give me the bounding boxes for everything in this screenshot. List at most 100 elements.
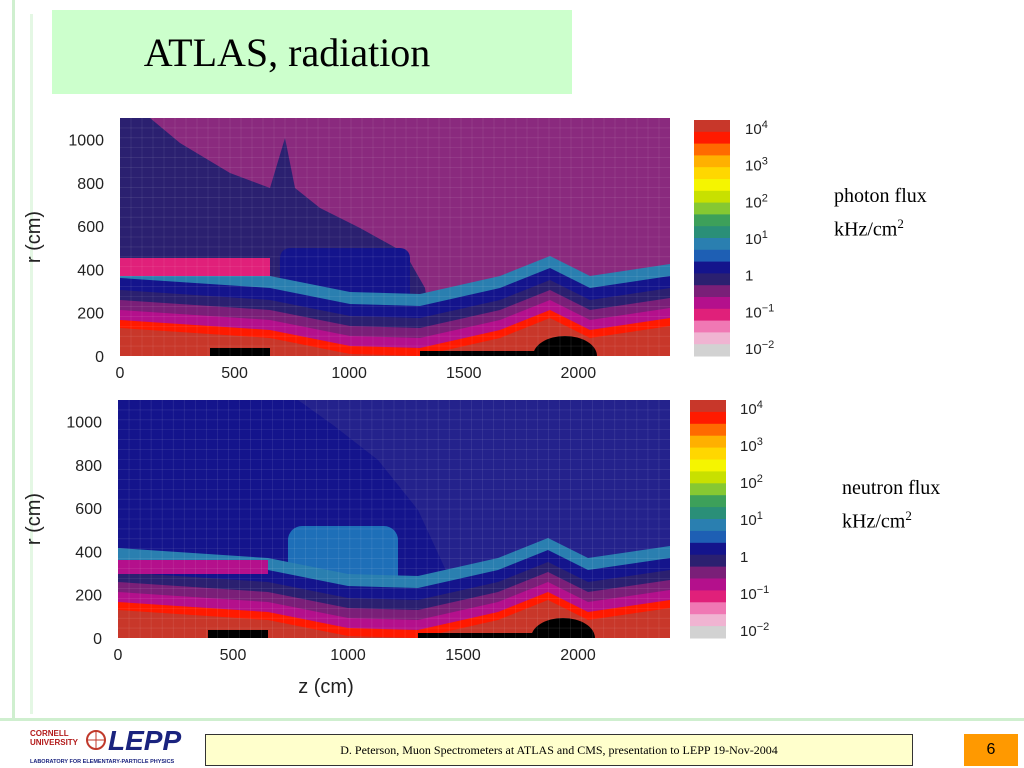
x-tick-label: 0 <box>114 647 123 664</box>
slide-frame-horizontal <box>0 718 1024 721</box>
y-tick-label: 800 <box>75 458 102 475</box>
colorbar-swatch <box>690 495 726 508</box>
slide-frame-inner <box>30 14 33 714</box>
colorbar-swatch <box>690 483 726 496</box>
x-axis-label: z (cm) <box>298 676 354 698</box>
photon-flux-unit-sup: 2 <box>897 216 904 231</box>
logo-line1: CORNELL <box>30 729 69 738</box>
x-tick-label: 500 <box>220 647 247 664</box>
heatmap-shielding <box>210 348 270 356</box>
neutron-flux-unit: kHz/cm2 <box>842 502 940 536</box>
logo-caption: LABORATORY FOR ELEMENTARY-PARTICLE PHYSI… <box>30 759 175 765</box>
colorbar-tick-label: 10−1 <box>740 584 769 603</box>
colorbar-swatch <box>690 447 726 460</box>
colorbar-swatch <box>694 238 730 251</box>
title-box: ATLAS, radiation <box>52 10 572 94</box>
colorbar-tick-label: 104 <box>740 399 763 418</box>
heatmap-area <box>118 400 670 638</box>
colorbar-tick-label: 1 <box>740 549 748 566</box>
colorbar-tick-label: 10−1 <box>745 302 774 321</box>
lepp-logo: CORNELL UNIVERSITY LEPP LABORATORY FOR E… <box>30 726 181 765</box>
colorbar-tick-label: 101 <box>740 510 763 529</box>
colorbar-tick-label: 102 <box>745 192 768 211</box>
y-tick-label: 0 <box>95 349 104 366</box>
logo-line2: UNIVERSITY <box>30 738 79 747</box>
colorbar-swatch <box>690 435 726 449</box>
heatmap-region <box>120 258 270 276</box>
colorbar-swatch <box>694 332 730 345</box>
colorbar-swatch <box>690 554 726 568</box>
colorbar-swatch <box>690 602 726 615</box>
colorbar-swatch <box>694 131 730 145</box>
y-tick-label: 400 <box>77 262 104 279</box>
colorbar-swatch <box>694 167 730 180</box>
colorbar-swatch <box>690 411 726 425</box>
colorbar-swatch <box>694 297 730 310</box>
neutron-flux-label: neutron flux kHz/cm2 <box>842 474 940 536</box>
heatmap-band <box>118 600 670 638</box>
colorbar-swatch <box>694 344 730 357</box>
colorbar-swatch <box>694 120 730 133</box>
heatmap-region <box>118 560 268 574</box>
colorbar-swatch <box>694 179 730 192</box>
y-tick-label: 800 <box>77 176 104 193</box>
x-tick-label: 1500 <box>446 365 482 382</box>
photon-flux-title: photon flux <box>834 185 927 207</box>
colorbar-swatch <box>690 566 726 579</box>
neutron-flux-title: neutron flux <box>842 477 941 499</box>
colorbar-swatch <box>690 519 726 532</box>
heatmap-shielding <box>418 633 538 638</box>
slide-title: ATLAS, radiation <box>143 30 431 75</box>
x-tick-label: 2000 <box>561 365 597 382</box>
x-tick-label: 500 <box>221 365 248 382</box>
chart-panel-neutron: 0 500 1000 1500 2000 0 200 400 600 800 1000 r (cm) z… <box>23 399 769 698</box>
colorbar-swatch <box>694 261 730 274</box>
x-tick-label: 1000 <box>330 647 366 664</box>
colorbar-tick-label: 103 <box>745 156 768 175</box>
y-tick-label: 200 <box>75 588 102 605</box>
y-tick-label: 600 <box>77 219 104 236</box>
colorbar-swatch <box>694 143 730 156</box>
colorbar-swatch <box>694 202 730 215</box>
neutron-flux-unit-text: kHz/cm <box>842 510 906 533</box>
neutron-flux-unit-sup: 2 <box>905 508 912 523</box>
colorbar-swatch <box>690 614 726 627</box>
y-axis-label: r (cm) <box>23 211 45 263</box>
x-tick-label: 0 <box>116 365 125 382</box>
y-tick-label: 400 <box>75 544 102 561</box>
photon-flux-unit: kHz/cm2 <box>834 210 927 244</box>
colorbar-tick-label: 1 <box>745 268 753 285</box>
photon-flux-label: photon flux kHz/cm2 <box>834 182 927 244</box>
photon-flux-unit-text: kHz/cm <box>834 218 898 241</box>
colorbar-swatch <box>694 226 730 239</box>
y-tick-label: 1000 <box>66 415 102 432</box>
logo-name: LEPP <box>108 726 181 756</box>
colorbar-tick-label: 104 <box>745 119 768 138</box>
heatmap-shielding <box>533 336 597 356</box>
colorbar-tick-label: 102 <box>740 473 763 492</box>
footer-citation: D. Peterson, Muon Spectrometers at ATLAS… <box>205 734 913 766</box>
colorbar-swatch <box>690 471 726 484</box>
y-tick-label: 200 <box>77 306 104 323</box>
colorbar-tick-label: 101 <box>745 229 768 248</box>
colorbar-swatch <box>690 578 726 591</box>
colorbar-swatch <box>690 530 726 544</box>
slide-frame-vertical <box>12 0 15 720</box>
colorbar-swatch <box>690 400 726 413</box>
colorbar-tick-label: 10−2 <box>745 339 774 358</box>
y-tick-label: 600 <box>75 501 102 518</box>
y-tick-label: 0 <box>93 631 102 648</box>
colorbar-tick-label: 103 <box>740 436 763 455</box>
colorbar-swatch <box>694 190 730 204</box>
y-tick-label: 1000 <box>68 133 104 150</box>
colorbar-swatch <box>694 273 730 286</box>
colorbar-swatch <box>690 423 726 437</box>
page-number: 6 <box>964 734 1018 766</box>
heatmap-area <box>120 118 670 356</box>
colorbar-swatch <box>690 626 726 639</box>
colorbar-swatch <box>694 320 730 333</box>
x-tick-label: 1500 <box>445 647 481 664</box>
logo-cross-icon <box>86 730 106 750</box>
y-axis-label: r (cm) <box>23 493 45 545</box>
